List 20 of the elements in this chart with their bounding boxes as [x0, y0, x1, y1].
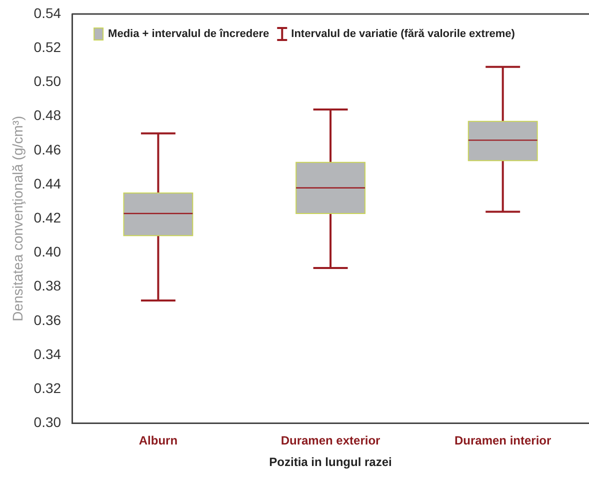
y-tick-label: 0.38	[34, 278, 62, 294]
y-tick-label: 0.40	[34, 244, 62, 260]
y-tick-label: 0.46	[34, 141, 62, 158]
x-tick-label: Duramen interior	[454, 434, 552, 448]
x-tick-label: Alburn	[138, 434, 178, 448]
legend-label: Media + intervalul de încredere	[108, 28, 270, 40]
x-tick-label: Duramen exterior	[280, 434, 381, 448]
y-tick-label: 0.36	[34, 312, 62, 328]
y-tick-label: 0.44	[34, 175, 62, 192]
y-tick-label: 0.52	[34, 38, 62, 55]
y-axis-title: Densitatea convenţională (g/cm³)	[9, 116, 26, 322]
x-axis-title: Pozitia in lungul razei	[269, 455, 392, 470]
y-tick-label: 0.50	[34, 73, 62, 90]
y-tick-label: 0.34	[34, 346, 62, 362]
y-tick-label: 0.48	[34, 107, 62, 124]
y-tick-label: 0.32	[34, 380, 62, 396]
annotation: Intervalul de variatie (fără valorile extreme)	[291, 28, 516, 40]
y-tick-label: 0.54	[34, 4, 62, 21]
y-tick-label: 0.30	[34, 414, 62, 430]
y-tick-label: 0.42	[34, 209, 62, 226]
